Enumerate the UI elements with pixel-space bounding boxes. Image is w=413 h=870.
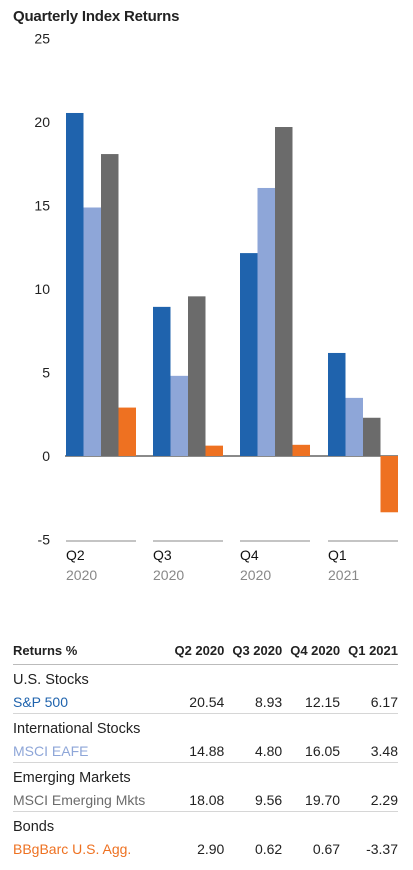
- category-label: International Stocks: [13, 713, 398, 740]
- table-cell: 18.08: [189, 792, 225, 808]
- bar-2-1: [188, 296, 206, 456]
- bar-1-0: [83, 207, 101, 456]
- y-tick-label: 15: [34, 198, 50, 214]
- y-tick-label: 20: [34, 114, 50, 130]
- table-row-category: U.S. Stocks: [13, 665, 398, 692]
- table-header-returns: Returns %: [13, 640, 167, 665]
- bar-1-2: [257, 187, 275, 456]
- x-tick-label-year: 2021: [328, 567, 359, 583]
- y-tick-label: 10: [34, 281, 50, 297]
- bar-3-3: [380, 456, 398, 513]
- table-row-category: International Stocks: [13, 713, 398, 740]
- bar-chart: 25 20 15 10 5 0 -5 Q2 2020 Q3 2020 Q4 2020 Q1 2021: [34, 31, 398, 583]
- table-cell: 20.54: [189, 694, 225, 710]
- table-header-q3-2020: Q3 2020: [224, 640, 283, 665]
- bar-3-2: [292, 444, 310, 456]
- table-row: MSCI EAFE 14.88 4.80 16.05 3.48: [13, 740, 398, 763]
- table-cell: 9.56: [254, 792, 283, 808]
- table-row: BBgBarc U.S. Agg. 2.90 0.62 0.67 -3.37: [13, 838, 398, 860]
- table-cell: 12.15: [305, 694, 341, 710]
- y-tick-label: 0: [42, 448, 50, 464]
- returns-table: Returns % Q2 2020 Q3 2020 Q4 2020 Q1 202…: [13, 640, 398, 860]
- bar-3-1: [205, 445, 223, 456]
- table-cell: 2.29: [370, 792, 398, 808]
- chart-title: Quarterly Index Returns: [13, 8, 180, 25]
- y-tick-label: 25: [34, 31, 50, 47]
- table-cell: 4.80: [254, 743, 283, 759]
- category-label: Emerging Markets: [13, 762, 398, 789]
- bar-1-1: [170, 375, 188, 456]
- x-tick-label-quarter: Q4: [240, 547, 259, 563]
- table-cell: 3.48: [370, 743, 398, 759]
- table-cell: 8.93: [254, 694, 283, 710]
- index-name: BBgBarc U.S. Agg.: [13, 841, 132, 857]
- bar-1-3: [345, 397, 363, 456]
- x-tick-label-quarter: Q1: [328, 547, 347, 563]
- table-cell: 0.67: [312, 841, 341, 857]
- table-row-category: Bonds: [13, 811, 398, 838]
- y-tick-label: -5: [38, 532, 51, 548]
- x-tick-label-year: 2020: [240, 567, 271, 583]
- index-name: S&P 500: [13, 694, 69, 710]
- bar-2-2: [275, 127, 293, 456]
- x-tick-label-year: 2020: [66, 567, 97, 583]
- category-label: U.S. Stocks: [13, 672, 89, 688]
- bar-0-0: [66, 112, 84, 457]
- table-row: S&P 500 20.54 8.93 12.15 6.17: [13, 691, 398, 714]
- index-name: MSCI EAFE: [13, 743, 89, 759]
- table-header-q4-2020: Q4 2020: [282, 640, 341, 665]
- bar-0-1: [153, 306, 171, 456]
- table-cell: 0.62: [254, 841, 283, 857]
- x-tick-label-quarter: Q3: [153, 547, 172, 563]
- table-cell: 2.90: [197, 841, 225, 857]
- bar-2-3: [363, 417, 381, 456]
- bar-0-2: [240, 253, 258, 456]
- bar-2-0: [101, 154, 119, 456]
- table-cell: 14.88: [189, 743, 225, 759]
- table-header-q2-2020: Q2 2020: [166, 640, 225, 665]
- table-row-category: Emerging Markets: [13, 762, 398, 789]
- table-header-q1-2021: Q1 2021: [340, 640, 398, 665]
- x-tick-label-year: 2020: [153, 567, 184, 583]
- bar-0-3: [328, 352, 346, 456]
- category-label: Bonds: [13, 811, 398, 838]
- bar-3-0: [118, 407, 136, 456]
- table-cell: -3.37: [366, 841, 398, 857]
- table-cell: 16.05: [305, 743, 341, 759]
- x-tick-label-quarter: Q2: [66, 547, 85, 563]
- y-tick-label: 5: [42, 365, 50, 381]
- table-cell: 19.70: [305, 792, 341, 808]
- index-name: MSCI Emerging Mkts: [13, 792, 146, 808]
- table-cell: 6.17: [370, 694, 398, 710]
- table-header-row: Returns % Q2 2020 Q3 2020 Q4 2020 Q1 202…: [13, 640, 398, 665]
- table-row: MSCI Emerging Mkts 18.08 9.56 19.70 2.29: [13, 789, 398, 812]
